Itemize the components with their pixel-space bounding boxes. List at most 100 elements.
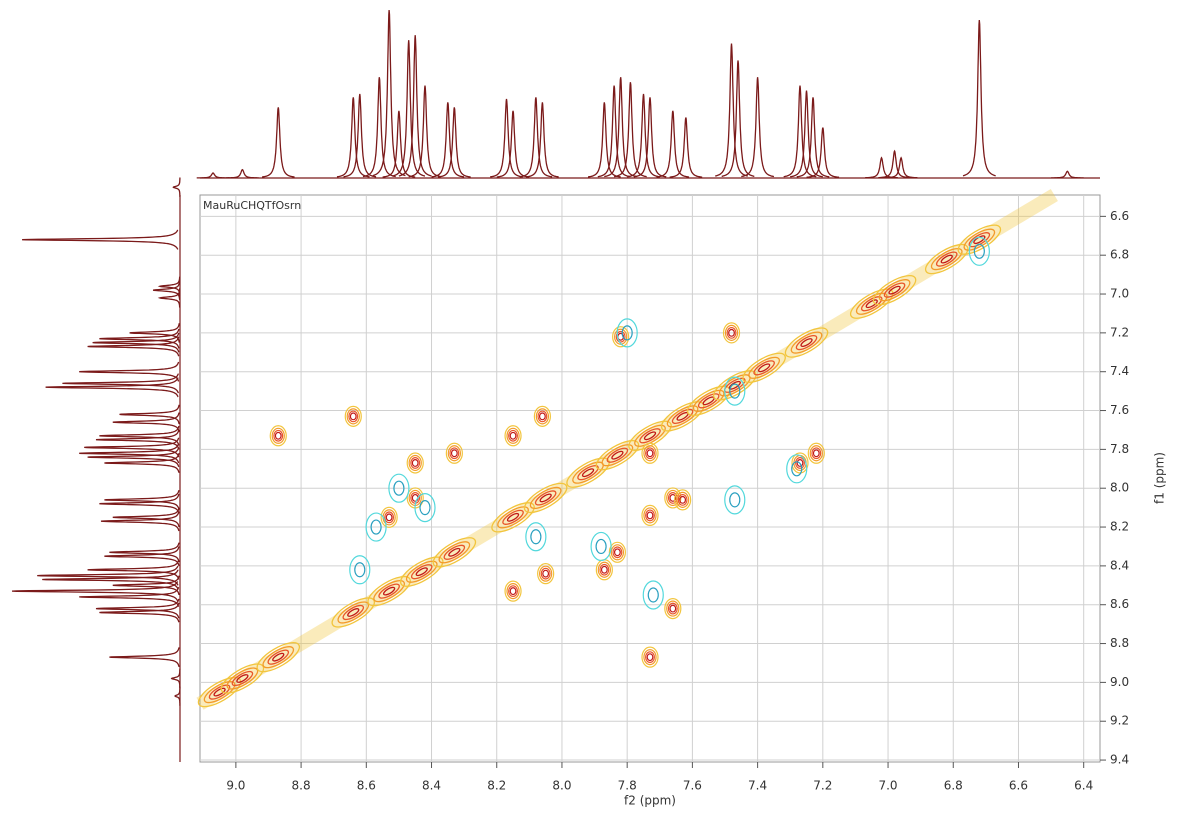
diagonal-peak xyxy=(611,450,624,460)
diagonal-peak xyxy=(399,556,444,587)
negative-peak xyxy=(393,480,405,496)
x-tick-label: 6.4 xyxy=(1074,779,1093,793)
cross-peak xyxy=(795,457,805,469)
x-tick-label: 6.6 xyxy=(1009,779,1028,793)
top-projection-peak xyxy=(714,43,749,177)
cross-peak xyxy=(669,604,677,613)
y-tick-label: 7.6 xyxy=(1110,403,1129,417)
diagonal-peak xyxy=(639,428,661,444)
cross-peak xyxy=(597,561,611,578)
top-projection-peak xyxy=(604,77,638,178)
cross-peak xyxy=(508,585,519,598)
plot-frame xyxy=(199,194,1101,763)
diagonal-peak xyxy=(757,363,771,373)
cross-peak xyxy=(447,445,461,462)
cross-peak xyxy=(645,447,655,460)
cross-peak xyxy=(809,445,823,462)
cross-peak xyxy=(269,425,287,447)
negative-peak xyxy=(525,522,547,552)
cross-peak xyxy=(677,493,688,506)
cross-peak xyxy=(537,410,548,423)
cross-peak xyxy=(724,324,739,341)
diagonal-peak xyxy=(860,296,883,312)
diagonal-peak xyxy=(448,547,461,557)
cross-peak xyxy=(643,649,657,666)
negative-peak xyxy=(349,555,371,585)
diagonal-peak xyxy=(256,641,301,673)
left-projection-peak xyxy=(99,328,180,349)
diagonal-peak xyxy=(935,251,958,267)
diagonal-peak xyxy=(506,512,520,522)
diagonal-peak xyxy=(208,684,231,700)
y-axis-label: f1 (ppm) xyxy=(1153,452,1167,504)
cross-peak xyxy=(380,506,398,528)
cross-peak xyxy=(641,646,659,668)
diagonal-peak xyxy=(940,254,953,264)
cross-peak xyxy=(274,431,282,440)
diagonal-peak xyxy=(742,352,786,383)
left-projection-peak xyxy=(119,404,180,425)
diagonal-peak xyxy=(405,560,438,583)
cross-peak xyxy=(641,442,659,464)
diagonal-peak xyxy=(849,288,894,319)
diagonal-peak xyxy=(497,506,529,529)
diagonal-peak xyxy=(203,680,236,704)
left-projection-peak xyxy=(99,493,180,514)
left-projection-peak xyxy=(92,332,180,353)
diagonal-peak xyxy=(666,405,699,428)
top-projection-peak xyxy=(372,9,406,177)
negative-peak xyxy=(370,519,382,535)
diagonal-peak xyxy=(347,608,360,617)
left-projection-peak xyxy=(79,443,180,464)
cross-peak xyxy=(674,489,692,511)
cross-peak xyxy=(807,442,825,464)
diagonal-peak xyxy=(692,389,725,412)
diagonal-peak xyxy=(523,482,568,514)
negative-peak xyxy=(973,243,985,259)
diagonal-peak xyxy=(697,393,720,409)
left-projection-peak xyxy=(22,229,179,250)
diagonal-peak xyxy=(872,274,917,306)
top-projection-peak xyxy=(382,110,416,178)
cross-peak xyxy=(509,587,517,596)
top-projection-peak xyxy=(489,98,524,178)
diagonal-peak xyxy=(262,646,295,669)
cross-peak xyxy=(506,583,520,600)
y-tick-label: 7.2 xyxy=(1110,325,1129,339)
cross-peak xyxy=(791,452,809,474)
diagonal-peak xyxy=(367,575,411,607)
negative-peak xyxy=(647,587,659,603)
diagonal-peak xyxy=(883,282,906,298)
diagonal-peak xyxy=(748,356,780,379)
cross-peak xyxy=(509,431,517,440)
top-projection-peak xyxy=(597,85,631,178)
diagonal-peak xyxy=(272,652,285,662)
left-projection-peak xyxy=(87,447,180,468)
top-projection-peak xyxy=(962,20,996,177)
cross-peak xyxy=(533,405,551,427)
cross-peak xyxy=(449,447,460,460)
top-projection-peak xyxy=(741,77,775,178)
diagonal-peak xyxy=(438,541,471,564)
cross-peak xyxy=(645,651,655,664)
left-projection-peak xyxy=(104,490,180,510)
left-projection-peak xyxy=(152,280,181,300)
top-projection-peak xyxy=(796,97,830,178)
left-projection-peak xyxy=(109,542,180,563)
top-projection-peak xyxy=(656,110,690,178)
left-projection-peak xyxy=(87,559,180,580)
diagonal-peak xyxy=(790,331,823,354)
x-tick-label: 9.0 xyxy=(226,779,245,793)
cross-peak xyxy=(728,328,735,337)
negative-peak xyxy=(595,538,607,555)
diagonal-peak xyxy=(784,327,829,358)
negative-peak xyxy=(590,531,612,562)
diagonal-peak xyxy=(855,292,888,315)
diagonal-peak xyxy=(634,424,666,447)
diagonal-peak xyxy=(502,509,524,525)
left-projection-peak xyxy=(104,546,180,566)
cross-peak xyxy=(506,427,520,444)
y-tick-label: 6.8 xyxy=(1110,248,1129,262)
diagonal-peak xyxy=(753,360,775,376)
cross-peak xyxy=(811,447,822,460)
